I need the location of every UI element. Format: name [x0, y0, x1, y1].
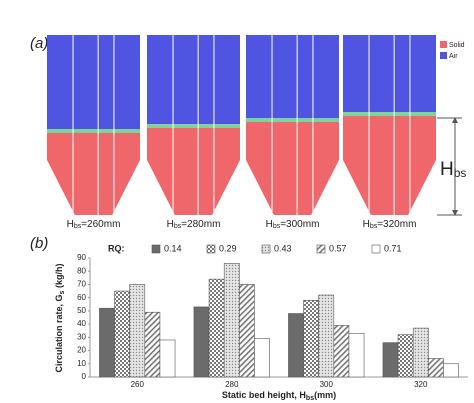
y-axis-label: Circulation rate, Gs (kg/h) [54, 264, 65, 373]
bar [303, 300, 319, 378]
label-part: bs [174, 223, 182, 230]
bar [129, 284, 146, 378]
interface [343, 112, 436, 116]
bar [443, 363, 459, 378]
y-tick-label: 40 [77, 319, 86, 328]
bar [428, 358, 444, 378]
x-axis-label: Static bed height, Hbs(mm) [222, 390, 336, 401]
legend-swatch [261, 244, 271, 254]
y-tick-label: 90 [77, 253, 86, 262]
bar [239, 284, 255, 378]
bar [348, 333, 365, 378]
solid-region [47, 132, 140, 215]
bar [254, 338, 270, 378]
legend-swatch [440, 41, 447, 48]
air-region [343, 35, 436, 115]
legend-title: RQ: [108, 243, 125, 253]
label-part: =320mm [377, 219, 416, 230]
label-part: bs [74, 223, 82, 230]
height-label: Hbs [440, 159, 466, 180]
legend-label: 0.57 [329, 243, 347, 253]
bar [397, 334, 414, 378]
y-tick-label: 10 [77, 359, 86, 368]
label-part: =260mm [81, 219, 120, 230]
y-tick-label: 20 [77, 346, 86, 355]
air-region [147, 35, 240, 127]
legend-label: 0.71 [384, 243, 402, 253]
bar [382, 342, 399, 378]
bar [99, 307, 115, 378]
bar [412, 327, 429, 378]
legend-swatch [206, 244, 216, 254]
legend-swatch [371, 244, 381, 254]
y-tick-label: 30 [77, 332, 86, 341]
label-part: =280mm [181, 219, 220, 230]
air-region [47, 35, 140, 132]
bar [208, 278, 225, 378]
interface [147, 124, 240, 128]
air-region [246, 35, 339, 121]
y-tick-label: 80 [77, 266, 86, 275]
silo [147, 35, 240, 215]
x-tick-label: 280 [225, 380, 239, 389]
solid-region [246, 121, 339, 215]
legend-swatch [151, 244, 161, 254]
legend-label: Solid [449, 42, 465, 49]
bar [193, 306, 210, 378]
silo-label: Hbs=260mm [67, 219, 121, 230]
label-part: H [67, 219, 74, 230]
silo [343, 35, 436, 215]
x-tick-label: 320 [414, 380, 428, 389]
y-tick-label: 50 [77, 306, 86, 315]
interface [246, 118, 339, 122]
solid-region [147, 127, 240, 215]
bar [318, 294, 335, 378]
bar [159, 339, 176, 378]
silo [47, 35, 140, 215]
label-part: H [167, 219, 174, 230]
panel-tag: (a) [30, 35, 48, 52]
x-tick-label: 260 [131, 380, 145, 389]
silo-label: Hbs=280mm [167, 219, 221, 230]
label-part: =300mm [280, 219, 319, 230]
interface [47, 129, 140, 133]
y-tick-label: 60 [77, 293, 86, 302]
legend-label: 0.14 [164, 243, 182, 253]
label-part: bs [370, 223, 378, 230]
legend-label: 0.29 [219, 243, 237, 253]
silo-images [47, 35, 436, 215]
y-tick-label: 70 [77, 280, 86, 289]
silo-label: Hbs=320mm [363, 219, 417, 230]
legend-swatch [440, 52, 447, 59]
bar [333, 325, 350, 378]
label-part: bs [273, 223, 281, 230]
legend-label: 0.43 [274, 243, 292, 253]
silo [246, 35, 339, 215]
panel-tag: (b) [30, 235, 48, 252]
y-tick-label: 0 [82, 372, 87, 381]
legend-label: Air [449, 53, 458, 60]
legend-swatch [316, 244, 326, 254]
label-part: H [266, 219, 273, 230]
bar [288, 313, 304, 378]
bar [144, 311, 161, 378]
label-part: H [363, 219, 370, 230]
x-tick-label: 300 [320, 380, 334, 389]
solid-region [343, 115, 436, 215]
bar [114, 290, 130, 378]
bar [223, 262, 240, 378]
silo-label: Hbs=300mm [266, 219, 320, 230]
